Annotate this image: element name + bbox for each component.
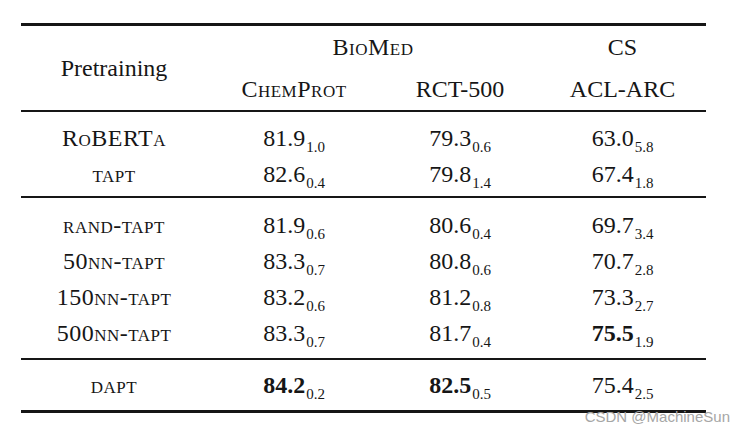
- score-subscript: 0.6: [306, 226, 325, 242]
- score-cell: 83.20.6: [207, 284, 381, 311]
- score-cell: 79.30.6: [381, 125, 539, 152]
- score-subscript: 0.6: [306, 298, 325, 314]
- row-label: rand-tapt: [21, 212, 207, 239]
- table-row: RoBERTa81.91.079.30.663.05.8: [21, 120, 706, 156]
- score-cell: 82.60.4: [207, 161, 381, 188]
- score-cell: 81.20.8: [381, 284, 539, 311]
- score-subscript: 0.4: [472, 226, 491, 242]
- score-value: 82.6: [263, 161, 305, 187]
- score-value: 83.3: [263, 248, 305, 274]
- score-value: 83.3: [263, 320, 305, 346]
- score-subscript: 0.6: [472, 262, 491, 278]
- score-subscript: 2.8: [635, 262, 654, 278]
- header-col-rct500: RCT-500: [381, 76, 539, 103]
- score-cell: 81.91.0: [207, 125, 381, 152]
- row-label: dapt: [21, 372, 207, 399]
- row-label: 150nn-tapt: [21, 284, 207, 311]
- table-row: tapt82.60.479.81.467.41.8: [21, 156, 706, 192]
- score-subscript: 1.0: [306, 139, 325, 155]
- score-cell: 69.73.4: [539, 212, 706, 239]
- header-group-cs: CS: [539, 34, 706, 61]
- score-cell: 80.80.6: [381, 248, 539, 275]
- results-table: Pretraining BioMed CS ChemProt RCT-500 A…: [21, 23, 706, 413]
- table-section-baselines: RoBERTa81.91.079.30.663.05.8tapt82.60.47…: [21, 112, 706, 196]
- table-row: 150nn-tapt83.20.681.20.873.32.7: [21, 279, 706, 315]
- score-value: 75.5: [592, 320, 634, 346]
- score-subscript: 0.4: [472, 334, 491, 350]
- score-subscript: 1.8: [635, 175, 654, 191]
- header-col-chemprot: ChemProt: [207, 76, 381, 103]
- score-value: 79.8: [429, 161, 471, 187]
- score-subscript: 0.6: [472, 139, 491, 155]
- score-cell: 75.51.9: [539, 320, 706, 347]
- score-cell: 84.20.2: [207, 372, 381, 399]
- score-subscript: 0.4: [306, 175, 325, 191]
- score-value: 84.2: [263, 372, 305, 398]
- score-cell: 70.72.8: [539, 248, 706, 275]
- header-col-aclarc: ACL-ARC: [539, 76, 706, 103]
- score-value: 70.7: [592, 248, 634, 274]
- table-row: dapt84.20.282.50.575.42.5: [21, 367, 706, 403]
- score-value: 81.9: [263, 212, 305, 238]
- score-value: 80.8: [429, 248, 471, 274]
- score-cell: 75.42.5: [539, 372, 706, 399]
- table-header: Pretraining BioMed CS ChemProt RCT-500 A…: [21, 26, 706, 110]
- score-subscript: 0.8: [472, 298, 491, 314]
- score-cell: 83.30.7: [207, 320, 381, 347]
- score-subscript: 0.5: [472, 386, 491, 402]
- score-cell: 81.90.6: [207, 212, 381, 239]
- score-subscript: 1.4: [472, 175, 491, 191]
- score-value: 82.5: [429, 372, 471, 398]
- score-value: 81.9: [263, 125, 305, 151]
- csdn-watermark: CSDN @MachineSun: [585, 408, 730, 425]
- score-subscript: 0.7: [306, 262, 325, 278]
- row-label: 50nn-tapt: [21, 248, 207, 275]
- score-subscript: 2.7: [635, 298, 654, 314]
- table-row: 50nn-tapt83.30.780.80.670.72.8: [21, 243, 706, 279]
- score-cell: 82.50.5: [381, 372, 539, 399]
- score-subscript: 3.4: [635, 226, 654, 242]
- score-value: 69.7: [592, 212, 634, 238]
- score-value: 83.2: [263, 284, 305, 310]
- row-label: tapt: [21, 161, 207, 188]
- score-value: 81.2: [429, 284, 471, 310]
- score-value: 63.0: [592, 125, 634, 151]
- score-subscript: 0.7: [306, 334, 325, 350]
- score-cell: 79.81.4: [381, 161, 539, 188]
- score-value: 80.6: [429, 212, 471, 238]
- table-section-dapt: dapt84.20.282.50.575.42.5: [21, 360, 706, 410]
- score-value: 67.4: [592, 161, 634, 187]
- table-row: rand-tapt81.90.680.60.469.73.4: [21, 207, 706, 243]
- header-pretraining: Pretraining: [21, 55, 207, 82]
- score-cell: 67.41.8: [539, 161, 706, 188]
- score-subscript: 2.5: [635, 386, 654, 402]
- score-cell: 81.70.4: [381, 320, 539, 347]
- header-group-biomed: BioMed: [207, 34, 539, 61]
- score-subscript: 1.9: [635, 334, 654, 350]
- score-value: 79.3: [429, 125, 471, 151]
- score-value: 81.7: [429, 320, 471, 346]
- row-label: 500nn-tapt: [21, 320, 207, 347]
- score-subscript: 0.2: [306, 386, 325, 402]
- score-value: 73.3: [592, 284, 634, 310]
- score-value: 75.4: [592, 372, 634, 398]
- table-row: 500nn-tapt83.30.781.70.475.51.9: [21, 315, 706, 351]
- score-cell: 63.05.8: [539, 125, 706, 152]
- score-cell: 73.32.7: [539, 284, 706, 311]
- table-section-knn-tapt: rand-tapt81.90.680.60.469.73.450nn-tapt8…: [21, 198, 706, 358]
- score-cell: 83.30.7: [207, 248, 381, 275]
- row-label: RoBERTa: [21, 125, 207, 152]
- score-cell: 80.60.4: [381, 212, 539, 239]
- score-subscript: 5.8: [635, 139, 654, 155]
